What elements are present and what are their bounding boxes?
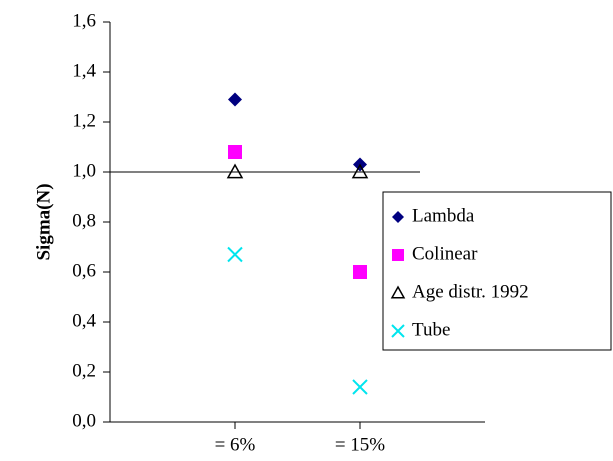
legend-marker xyxy=(390,285,406,299)
x-tick-label: = 15% xyxy=(335,434,385,455)
y-tick-label: 0,8 xyxy=(72,210,96,231)
y-tick-label: 1,4 xyxy=(72,60,96,81)
legend-marker xyxy=(392,211,404,223)
y-tick-label: 0,2 xyxy=(72,360,96,381)
data-point xyxy=(228,92,242,107)
y-tick-label: 0,6 xyxy=(72,260,96,281)
legend-marker xyxy=(392,249,404,261)
legend-label: Age distr. 1992 xyxy=(412,281,529,302)
legend-label: Lambda xyxy=(412,205,475,226)
y-tick-label: 0,0 xyxy=(72,410,96,431)
y-tick-label: 1,6 xyxy=(72,10,96,31)
data-point xyxy=(351,163,369,179)
x-tick-label: = 6% xyxy=(215,434,256,455)
y-axis-label: Sigma(N) xyxy=(33,183,54,260)
data-point xyxy=(352,379,368,395)
legend-label: Colinear xyxy=(412,243,478,264)
legend-label: Tube xyxy=(412,319,450,340)
data-point xyxy=(353,265,367,279)
data-point xyxy=(226,163,244,179)
legend-box xyxy=(382,191,612,351)
legend-marker xyxy=(391,324,405,338)
y-tick-label: 1,0 xyxy=(72,160,96,181)
y-tick-label: 1,2 xyxy=(72,110,96,131)
data-point xyxy=(227,246,243,263)
y-tick-label: 0,4 xyxy=(72,310,96,331)
data-point xyxy=(228,145,242,159)
